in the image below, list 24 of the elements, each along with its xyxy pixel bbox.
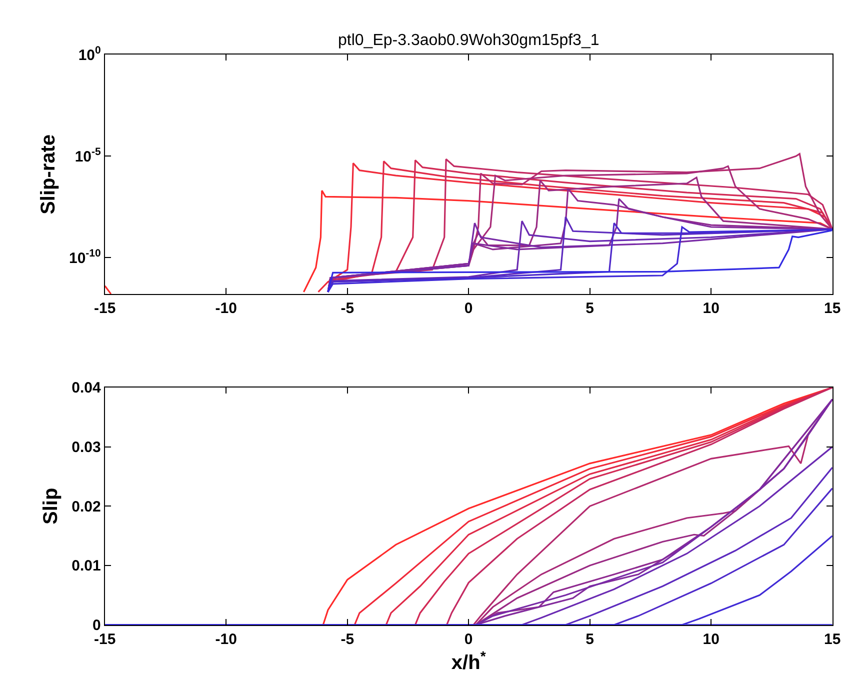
x-tick-label: 0	[464, 630, 473, 648]
y-axis-title: Slip-rate	[37, 134, 60, 214]
chart-title: ptl0_Ep-3.3aob0.9Woh30gm15pf3_1	[338, 32, 600, 49]
x-tick-label: 5	[586, 630, 594, 648]
x-tick-label: -5	[340, 630, 354, 648]
x-axis-title: x/h$^{*}$	[451, 648, 486, 674]
x-tick-label: -5	[340, 300, 354, 318]
x-tick-label: 10	[702, 300, 720, 318]
y-tick-label: 0.02	[72, 498, 101, 516]
y-tick-label: 10$^{0}$	[78, 44, 102, 64]
y-tick-label: 10$^{-5}$	[74, 146, 102, 166]
x-tick-label: 5	[586, 300, 594, 318]
x-tick-label: 15	[824, 300, 841, 318]
x-tick-label: -10	[215, 300, 237, 318]
y-tick-label: 0.03	[72, 439, 101, 456]
x-tick-label: 10	[702, 630, 720, 648]
y-tick-label: 10$^{-10}$	[68, 247, 102, 267]
y-tick-label: 0.04	[72, 380, 102, 397]
x-tick-label: 0	[464, 300, 473, 318]
x-tick-label: 15	[824, 630, 841, 648]
y-axis-title: Slip	[40, 488, 62, 524]
x-tick-label: -10	[215, 630, 237, 648]
y-tick-label: 0.01	[72, 558, 101, 575]
x-tick-label: -15	[94, 300, 116, 318]
